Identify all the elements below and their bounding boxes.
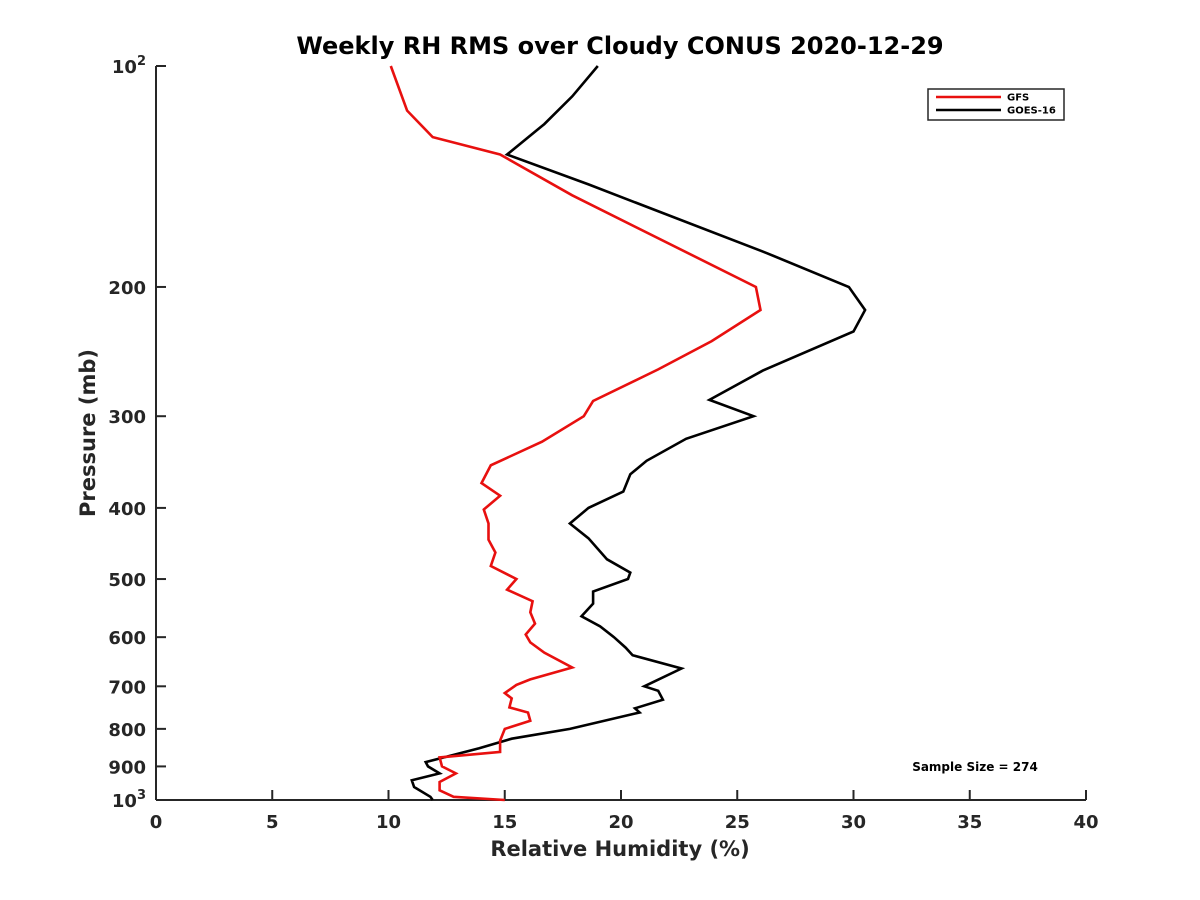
y-tick-label: 103 — [112, 788, 146, 812]
chart-title: Weekly RH RMS over Cloudy CONUS 2020-12-… — [296, 32, 943, 60]
legend-label: GOES-16 — [1007, 106, 1056, 117]
series-line-gfs — [389, 65, 762, 802]
legend-box — [927, 88, 1065, 121]
y-tick-label: 300 — [108, 407, 146, 428]
x-tick-label: 20 — [608, 812, 633, 833]
x-tick-label: 25 — [725, 812, 750, 833]
y-tick-label: 600 — [108, 628, 146, 649]
legend-label: GFS — [1007, 93, 1029, 104]
x-axis-label: Relative Humidity (%) — [490, 837, 749, 861]
y-tick-label: 900 — [108, 757, 146, 778]
x-tick-label: 30 — [841, 812, 866, 833]
y-tick-label: 200 — [108, 278, 146, 299]
x-tick-label: 15 — [492, 812, 517, 833]
series-layer — [389, 65, 867, 802]
y-tick-label: 700 — [108, 677, 146, 698]
sample-size-annotation: Sample Size = 274 — [912, 760, 1038, 774]
y-tick-label: 500 — [108, 570, 146, 591]
x-tick-label: 10 — [376, 812, 401, 833]
y-axis-label: Pressure (mb) — [76, 349, 100, 517]
y-tick-label: 102 — [112, 54, 146, 78]
axes: 0 5 10 15 20 25 30 35 40 102 200 300 400 500 600 700 800… — [108, 54, 1098, 833]
x-tick-label: 35 — [957, 812, 982, 833]
x-tick-label: 0 — [150, 812, 163, 833]
legend: GFS GOES-16 — [927, 88, 1065, 121]
y-tick-label: 800 — [108, 720, 146, 741]
series-line-goes-16 — [410, 65, 867, 801]
y-tick-label: 400 — [108, 499, 146, 520]
x-tick-label: 40 — [1073, 812, 1098, 833]
x-tick-label: 5 — [266, 812, 279, 833]
